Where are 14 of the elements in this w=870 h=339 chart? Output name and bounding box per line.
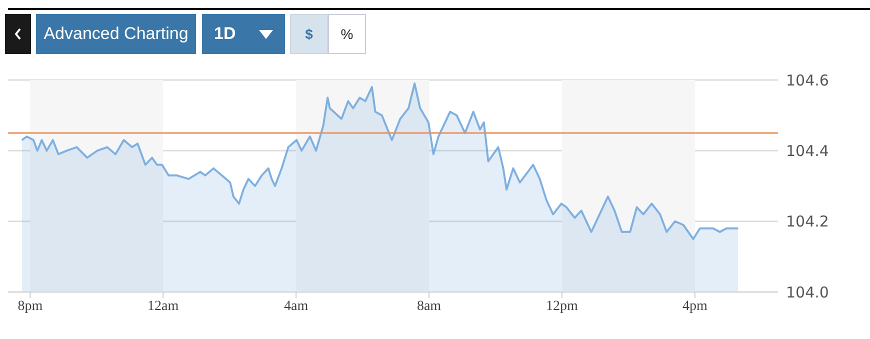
x-tick-label: 4pm — [682, 298, 708, 314]
y-tick-label: 104.2 — [786, 212, 829, 231]
text: % — [328, 14, 366, 54]
text: Advanced Charting — [36, 14, 196, 54]
x-tick-label: 8am — [416, 298, 442, 314]
text: 1D — [214, 24, 236, 44]
y-tick-label: 104.0 — [786, 283, 829, 302]
y-tick-label: 104.4 — [786, 142, 829, 160]
y-tick-label: 104.6 — [786, 71, 829, 90]
x-tick-label: 12am — [148, 298, 179, 314]
x-tick-label: 4am — [284, 298, 308, 314]
text: $ — [290, 14, 328, 54]
x-tick-label: 12pm — [546, 298, 578, 314]
x-tick-label: 8pm — [18, 298, 43, 314]
